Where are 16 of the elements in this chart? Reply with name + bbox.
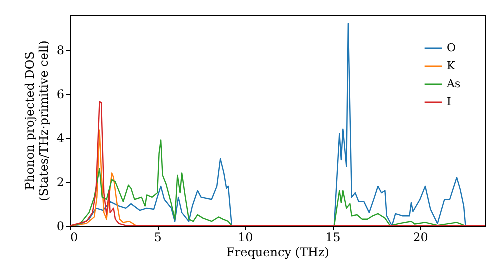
y-tick-label: 2 <box>56 176 64 190</box>
y-tick-label: 8 <box>56 44 64 58</box>
y-tick-label: 0 <box>56 220 64 234</box>
legend-label: As <box>446 78 461 90</box>
x-axis-title: Frequency (THz) <box>226 246 330 260</box>
x-tick-label: 5 <box>154 230 162 244</box>
y-tick-label: 6 <box>56 88 64 102</box>
x-tick-label: 20 <box>413 230 428 244</box>
y-axis-title: Phonon projected DOS (States/THz·primitive cell) <box>22 40 51 202</box>
x-tick-label: 0 <box>70 230 78 244</box>
y-tick-label: 4 <box>56 132 65 146</box>
x-tick-label: 15 <box>326 230 341 244</box>
legend-label: K <box>447 60 456 72</box>
legend-label: I <box>447 96 452 108</box>
legend-label: O <box>447 42 456 54</box>
x-tick-label: 10 <box>238 230 254 244</box>
